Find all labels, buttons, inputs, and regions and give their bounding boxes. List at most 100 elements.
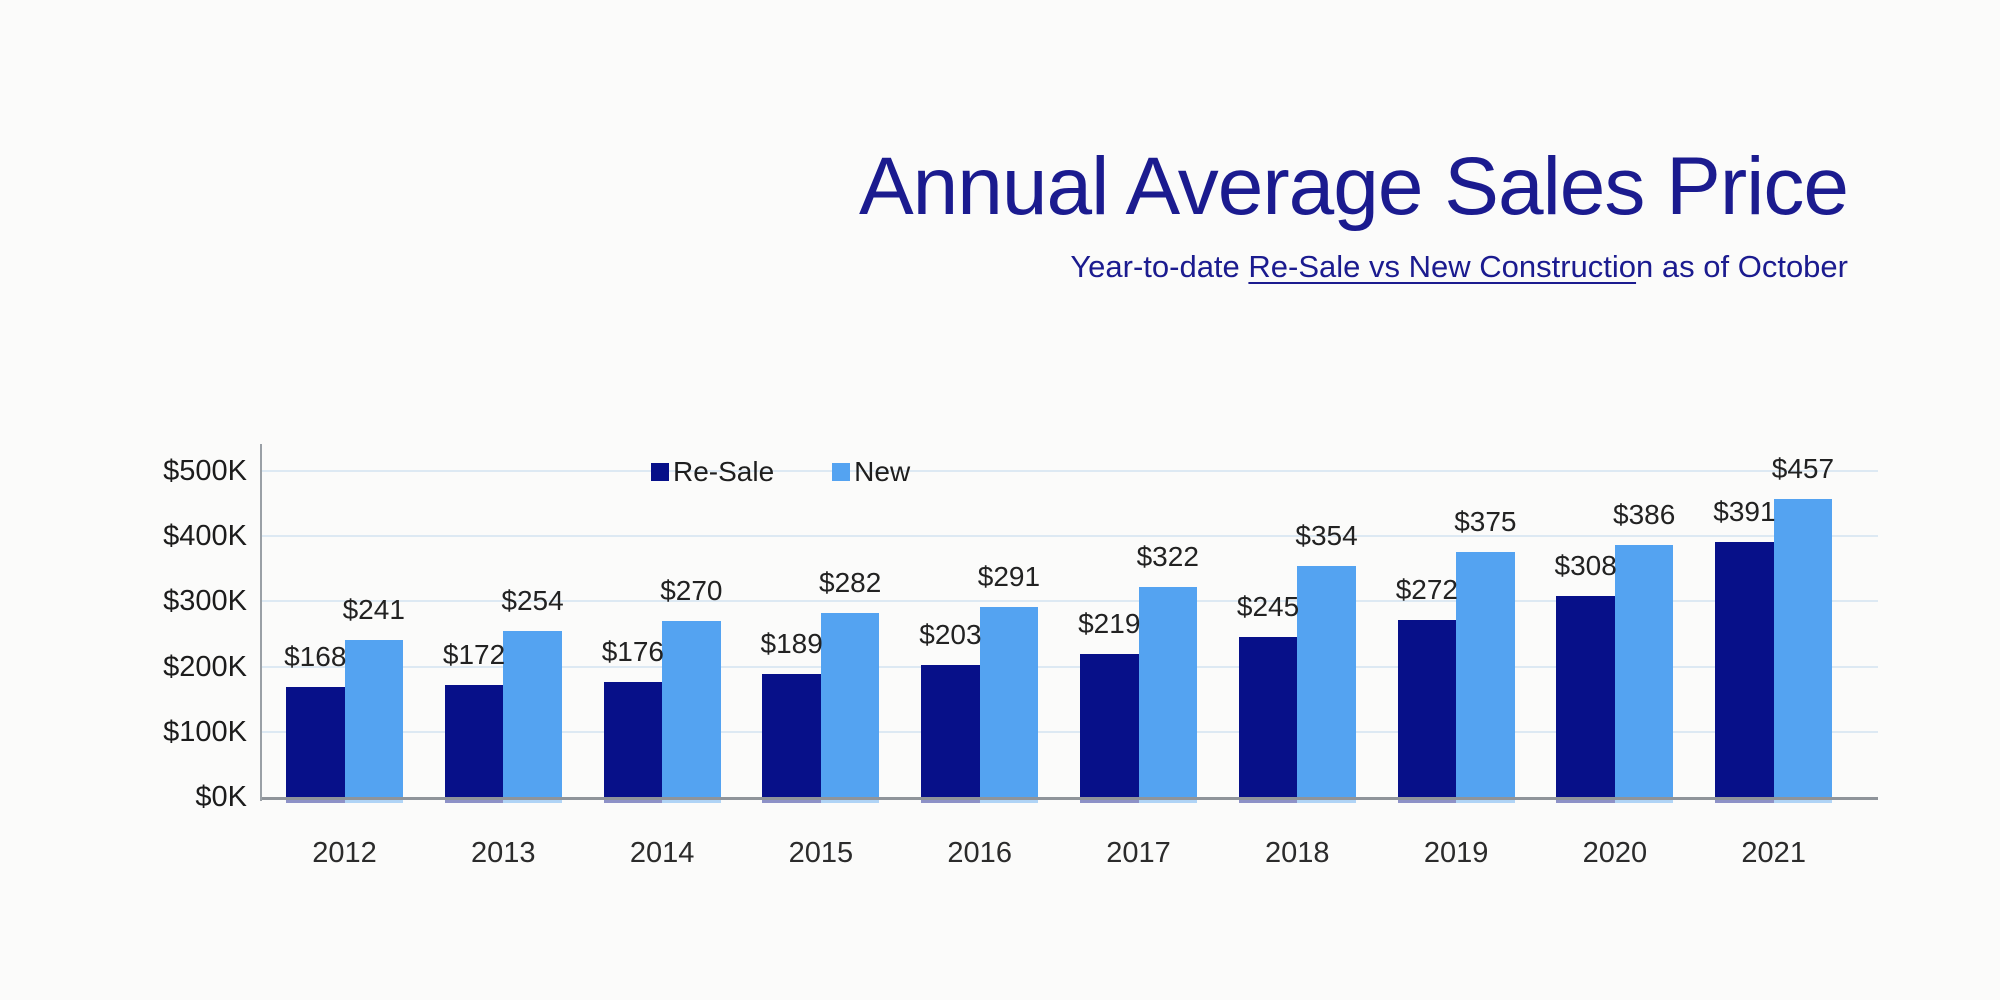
value-label-resale-2021: $391 — [1713, 496, 1776, 527]
bar-new-2013 — [503, 631, 562, 797]
value-label-new-2017: $322 — [1136, 541, 1199, 572]
value-label-new-2014: $270 — [660, 575, 723, 606]
x-axis-line — [262, 797, 1878, 800]
bar-base-shadow — [1556, 797, 1615, 803]
bar-new-2017 — [1138, 587, 1197, 797]
subtitle-text-pre: Year-to-date — [1070, 249, 1249, 284]
subtitle-underlined-text: Re-Sale vs New Constructio — [1248, 249, 1637, 284]
y-tick-label: $200K — [163, 650, 247, 683]
bar-resale-2016 — [921, 665, 980, 797]
value-label-new-2018: $354 — [1295, 520, 1358, 551]
bar-base-shadow — [503, 797, 562, 803]
y-tick-label: $300K — [163, 585, 247, 618]
value-label-resale-2020: $308 — [1554, 550, 1617, 581]
plot-area: Re-Sale New $168 $241 2012 $172 $254 2013 $176 $… — [260, 444, 1878, 869]
gridline-200k — [262, 665, 1878, 668]
x-tick-label-2013: 2013 — [471, 837, 536, 869]
x-tick-label-2019: 2019 — [1423, 837, 1489, 869]
legend-item-new: New — [832, 456, 910, 488]
x-tick-label-2018: 2018 — [1265, 837, 1330, 869]
y-tick-label: $500K — [163, 455, 247, 487]
bar-new-2021 — [1773, 499, 1833, 797]
x-tick-label-2016: 2016 — [947, 837, 1012, 869]
value-label-resale-2018: $245 — [1236, 591, 1300, 622]
value-label-resale-2017: $219 — [1078, 608, 1141, 639]
gridline-400k — [262, 535, 1878, 538]
x-tick-label-2017: 2017 — [1106, 837, 1171, 869]
bar-new-2012 — [344, 640, 403, 797]
bar-base-shadow — [662, 797, 721, 803]
x-tick-label-2012: 2012 — [312, 837, 377, 869]
y-tick-label: $0K — [195, 781, 247, 813]
bar-resale-2020 — [1556, 596, 1615, 797]
bar-base-shadow — [921, 797, 980, 803]
legend-label: New — [854, 456, 911, 487]
bar-base-shadow — [1080, 797, 1139, 803]
chart-subtitle: Year-to-date Re-Sale vs New Construction… — [859, 249, 1848, 284]
bar-base-shadow — [1456, 797, 1515, 803]
bar-new-2014 — [662, 621, 721, 797]
value-label-resale-2014: $176 — [601, 636, 664, 667]
bar-base-shadow — [1297, 797, 1356, 803]
value-label-resale-2019: $272 — [1395, 574, 1458, 605]
value-label-new-2019: $375 — [1454, 506, 1517, 537]
chart-title: Annual Average Sales Price — [858, 141, 1849, 232]
bar-base-shadow — [1614, 797, 1674, 803]
bar-resale-2012 — [286, 687, 345, 797]
legend: Re-Sale New — [651, 456, 910, 488]
bar-base-shadow — [820, 797, 880, 803]
bar-base-shadow — [603, 797, 663, 803]
value-label-resale-2016: $203 — [919, 619, 982, 650]
legend-label: Re-Sale — [673, 456, 775, 487]
bar-base-shadow — [1138, 797, 1197, 803]
bar-resale-2015 — [762, 674, 821, 797]
x-tick-label-2020: 2020 — [1582, 837, 1648, 869]
bar-new-2020 — [1614, 545, 1674, 797]
bar-resale-2019 — [1397, 620, 1457, 797]
value-label-new-2012: $241 — [342, 594, 405, 625]
x-tick-label-2021: 2021 — [1741, 837, 1806, 869]
value-label-resale-2012: $168 — [284, 641, 347, 672]
bar-new-2016 — [979, 607, 1039, 797]
legend-swatch-icon — [651, 463, 669, 481]
legend-item-resale: Re-Sale — [651, 456, 774, 488]
value-label-resale-2013: $172 — [442, 639, 506, 670]
chart-header: Annual Average Sales Price Year-to-date … — [858, 141, 1849, 284]
subtitle-text-post: n as of October — [1636, 249, 1848, 284]
bar-resale-2021 — [1715, 542, 1774, 797]
bar-base-shadow — [444, 797, 504, 803]
x-tick-label-2014: 2014 — [629, 837, 695, 869]
value-label-new-2021: $457 — [1771, 453, 1835, 484]
value-label-resale-2015: $189 — [760, 628, 823, 659]
bar-new-2019 — [1456, 552, 1515, 797]
y-axis-labels: $500K $400K $300K $200K $100K $0K — [100, 444, 247, 813]
value-label-new-2015: $282 — [818, 567, 882, 598]
gridline-500k — [262, 470, 1878, 472]
bar-resale-2014 — [603, 682, 663, 797]
bar-new-2015 — [820, 613, 880, 797]
bar-base-shadow — [979, 797, 1039, 803]
y-tick-label: $100K — [163, 715, 247, 748]
bar-resale-2013 — [444, 685, 504, 797]
bar-base-shadow — [344, 797, 403, 803]
gridline-300k — [262, 600, 1878, 603]
bar-base-shadow — [286, 797, 345, 803]
bar-resale-2018 — [1238, 637, 1298, 797]
bar-resale-2017 — [1080, 654, 1139, 797]
bar-base-shadow — [1715, 797, 1774, 803]
value-label-new-2016: $291 — [977, 561, 1041, 592]
gridline-100k — [262, 730, 1878, 733]
bar-base-shadow — [1238, 797, 1298, 803]
value-label-new-2013: $254 — [501, 585, 564, 616]
y-axis-line — [260, 444, 262, 801]
bar-base-shadow — [1397, 797, 1457, 803]
bar-base-shadow — [1773, 797, 1833, 803]
x-tick-label-2015: 2015 — [788, 837, 854, 869]
bar-base-shadow — [762, 797, 821, 803]
legend-swatch-icon — [832, 463, 851, 481]
bar-new-2018 — [1297, 566, 1356, 797]
y-tick-label: $400K — [163, 520, 247, 553]
value-label-new-2020: $386 — [1612, 499, 1676, 530]
